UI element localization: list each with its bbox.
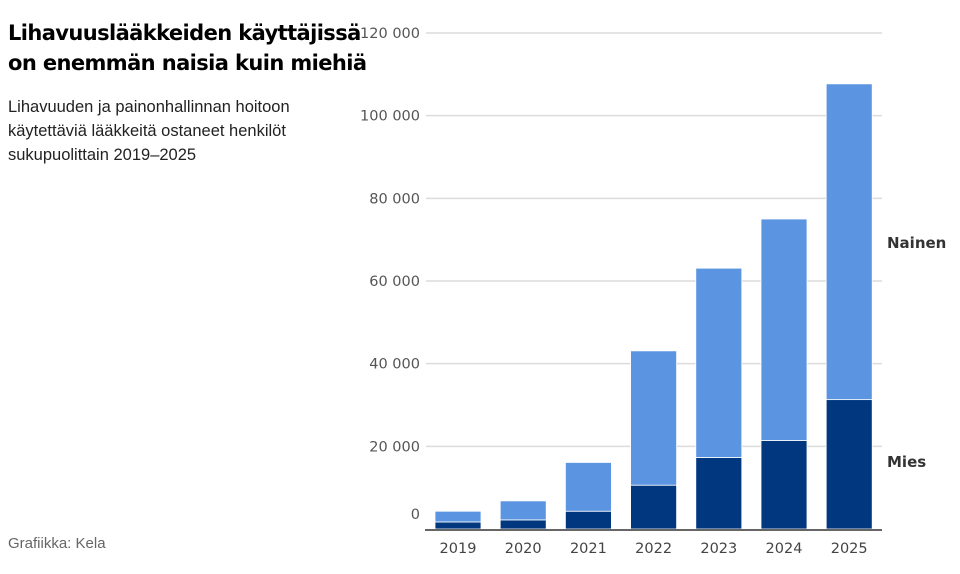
bar-nainen-2020 <box>499 500 547 521</box>
y-tick-label: 100 000 <box>360 109 420 125</box>
y-tick-label: 0 <box>411 507 420 523</box>
x-tick-label: 2024 <box>766 541 803 557</box>
x-tick-label: 2025 <box>831 541 868 557</box>
bar-mies-2022 <box>630 484 677 530</box>
y-tick-label: 80 000 <box>369 191 420 207</box>
bar-nainen-2022 <box>630 350 677 486</box>
x-axis-labels: 2019 2020 2021 2022 2023 2024 2025 <box>440 541 868 557</box>
x-tick-label: 2019 <box>440 541 477 557</box>
bar-mies-2020 <box>499 519 547 530</box>
x-tick-label: 2023 <box>700 541 737 557</box>
y-tick-label: 60 000 <box>369 274 420 290</box>
bar-nainen-2021 <box>565 462 612 512</box>
bar-mies-2021 <box>565 510 612 530</box>
bar-nainen-2019 <box>434 510 482 523</box>
source-credit: Grafiikka: Kela <box>8 535 106 552</box>
legend-mies: Mies <box>887 453 926 471</box>
x-tick-label: 2021 <box>570 541 607 557</box>
y-tick-label: 20 000 <box>369 439 420 455</box>
bar-nainen-2023 <box>695 267 743 458</box>
y-tick-label: 40 000 <box>369 357 420 373</box>
bar-nainen-2025 <box>825 83 873 401</box>
y-tick-label: 120 000 <box>360 26 420 42</box>
bar-mies-2023 <box>695 457 743 530</box>
legend-nainen: Nainen <box>887 234 946 252</box>
chart-title: Lihavuuslääkkeiden käyttäjissä on enemmä… <box>8 21 367 75</box>
legend: Nainen Mies <box>887 234 946 471</box>
y-axis-labels: 0 20 000 40 000 60 000 80 000 100 000 120 000 <box>360 26 420 523</box>
bar-mies-2024 <box>760 440 808 530</box>
x-tick-label: 2020 <box>505 541 542 557</box>
chart-subtitle: Lihavuuden ja painonhallinnan hoitoon kä… <box>8 98 290 164</box>
bars <box>434 83 873 530</box>
bar-nainen-2024 <box>760 218 808 441</box>
x-tick-label: 2022 <box>635 541 672 557</box>
bar-mies-2019 <box>434 521 482 530</box>
bar-mies-2025 <box>825 399 873 530</box>
